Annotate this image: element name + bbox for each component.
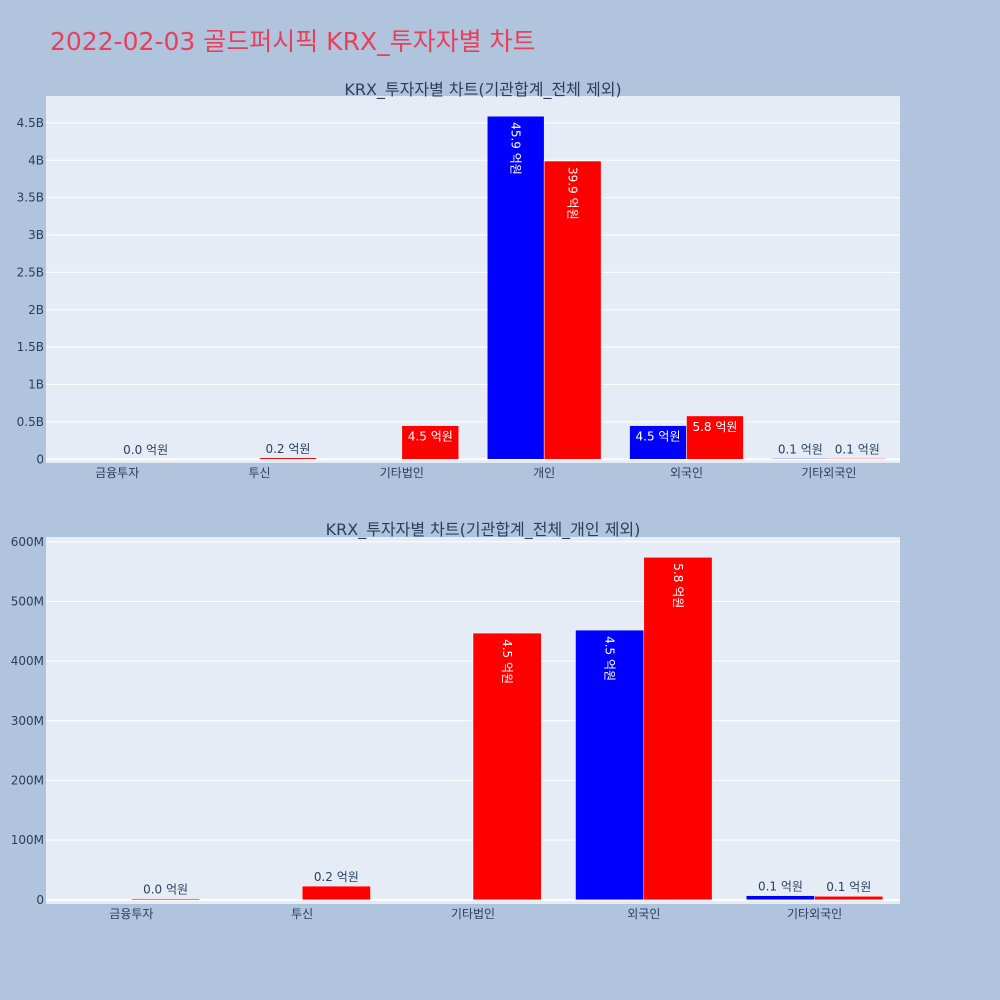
y-tick-label: 4.5B: [17, 116, 44, 130]
data-label: 4.5 억원: [500, 639, 514, 684]
x-tick-label: 외국인: [627, 907, 660, 921]
x-tick-label: 투신: [291, 907, 313, 921]
y-tick-label: 100M: [11, 833, 44, 847]
bar: [543, 160, 602, 460]
y-tick-label: 1.5B: [17, 340, 44, 354]
bar: [629, 425, 687, 460]
y-tick-label: 0.5B: [17, 415, 44, 429]
x-tick-label: 기타외국인: [787, 907, 842, 921]
bar: [486, 115, 545, 460]
bar: [643, 557, 713, 901]
y-tick-label: 300M: [11, 714, 44, 728]
chart-2: 0 100M 200M 300M 400M 500M 600M KRX_투자자별 차트(기관합…: [11, 520, 900, 921]
data-label: 0.1 억원: [758, 880, 803, 894]
y-tick-label: 600M: [11, 535, 44, 549]
y-tick-label: 4B: [28, 153, 44, 167]
bar: [301, 885, 371, 901]
y-tick-label: 500M: [11, 594, 44, 608]
y-tick-label: 1B: [28, 378, 44, 392]
chart-1: 0 0.5B 1B 1.5B 2B 2.5B 3B 3.5B 4B 4.5B KRX_투자자별 차트…: [17, 80, 900, 480]
x-tick-label: 금융투자: [95, 466, 139, 480]
data-label: 45.9 억원: [509, 122, 523, 175]
y-tick-label: 2.5B: [17, 265, 44, 279]
bar: [131, 898, 200, 901]
bar: [259, 457, 317, 460]
data-label: 0.1 억원: [778, 443, 823, 457]
bar: [575, 629, 645, 901]
bar: [746, 895, 815, 901]
data-label: 0.1 억원: [835, 443, 880, 457]
data-label: 0.2 억원: [314, 870, 359, 884]
data-label: 4.5 억원: [408, 430, 453, 444]
y-tick-label: 3B: [28, 228, 44, 242]
data-label: 0.0 억원: [123, 443, 168, 457]
data-label: 4.5 억원: [636, 430, 681, 444]
data-label: 0.0 억원: [143, 883, 188, 897]
chart-title: KRX_투자자별 차트(기관합계_전체 제외): [344, 80, 621, 100]
x-tick-label: 개인: [533, 466, 555, 480]
y-tick-label: 2B: [28, 303, 44, 317]
bar: [828, 458, 887, 460]
x-tick-label: 기타법인: [380, 466, 424, 480]
x-tick-label: 기타법인: [451, 907, 495, 921]
page-title: 2022-02-03 골드퍼시픽 KRX_투자자별 차트: [50, 27, 536, 56]
bar: [814, 895, 884, 901]
bar: [771, 458, 830, 460]
y-tick-label: 200M: [11, 773, 44, 787]
data-label: 5.8 억원: [692, 420, 737, 434]
x-tick-label: 투신: [248, 466, 270, 480]
y-tick-label: 0: [36, 893, 44, 907]
data-label: 4.5 억원: [603, 636, 617, 681]
data-label: 0.1 억원: [826, 880, 871, 894]
x-tick-label: 외국인: [670, 466, 703, 480]
x-tick-label: 기타외국인: [801, 466, 856, 480]
bar: [472, 632, 542, 901]
plot-area: [46, 96, 900, 463]
y-tick-label: 400M: [11, 654, 44, 668]
data-label: 39.9 억원: [566, 167, 580, 220]
x-tick-label: 금융투자: [109, 907, 153, 921]
chart-title: KRX_투자자별 차트(기관합계_전체_개인 제외): [326, 520, 641, 540]
bar: [686, 415, 744, 460]
bar: [401, 425, 460, 460]
data-label: 0.2 억원: [265, 442, 310, 456]
y-tick-label: 0: [36, 452, 44, 466]
y-tick-label: 3.5B: [17, 191, 44, 205]
data-label: 5.8 억원: [671, 563, 685, 608]
